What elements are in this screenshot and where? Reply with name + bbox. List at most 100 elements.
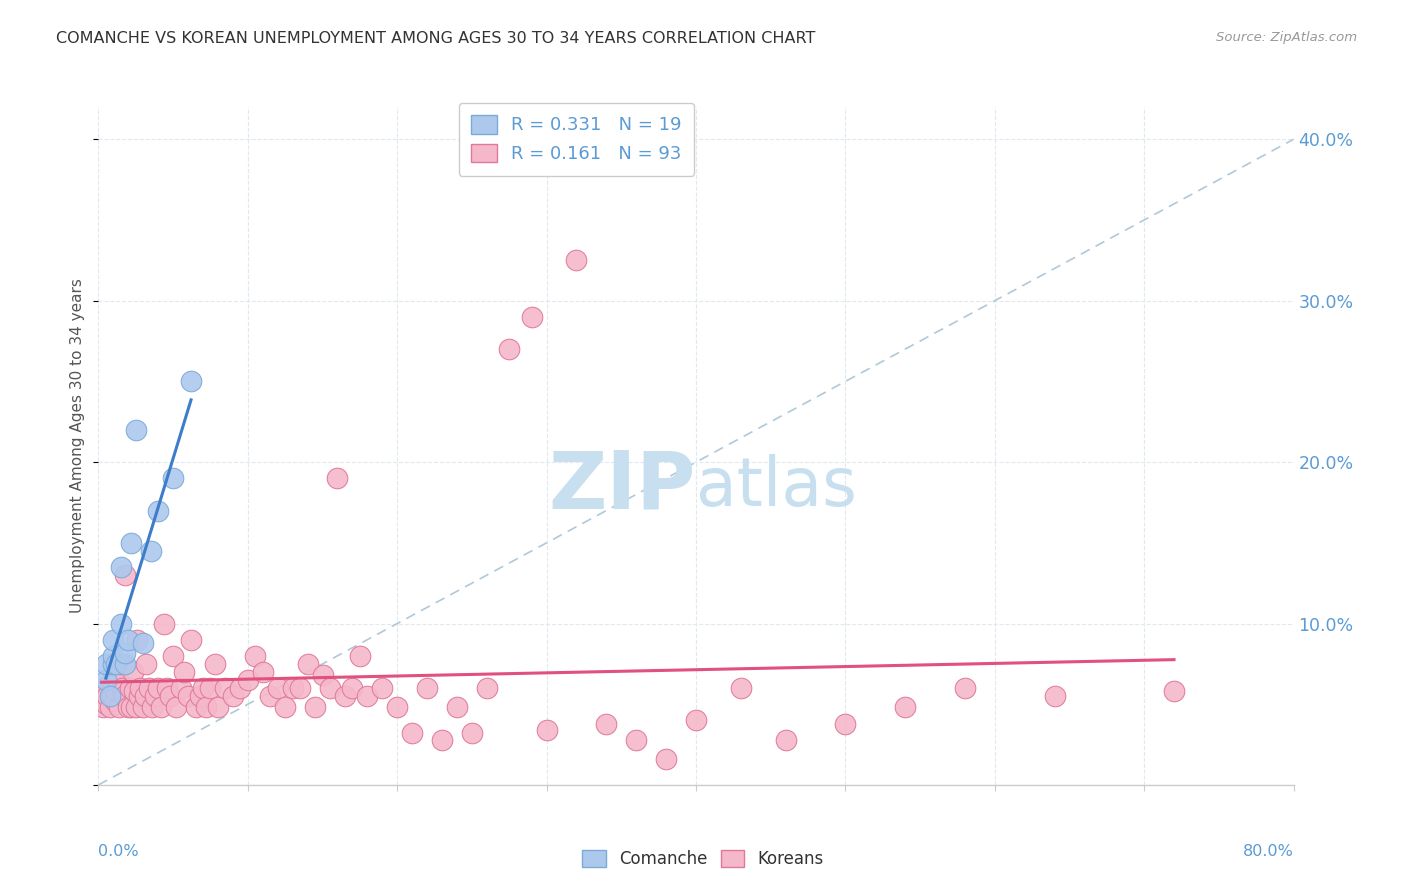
Point [162,648,184,663]
Point [953,681,976,695]
Point [565,253,588,268]
Point [333,689,356,703]
Point [475,681,498,695]
Point [132,636,155,650]
Point [111,681,134,695]
Point [595,716,617,731]
Point [98,700,122,714]
Point [91,700,114,714]
Point [103,657,125,671]
Point [184,700,207,714]
Point [94,698,117,712]
Point [98,689,122,703]
Point [101,689,124,703]
Point [169,681,191,695]
Point [520,310,543,324]
Point [153,616,176,631]
Point [536,723,558,737]
Point [304,700,326,714]
Point [342,681,364,695]
Point [105,657,128,671]
Point [112,689,135,703]
Point [103,632,125,647]
Point [103,648,125,663]
Point [195,700,218,714]
Point [110,560,132,574]
Point [162,471,184,485]
Point [134,689,156,703]
Point [105,684,128,698]
Text: ZIP: ZIP [548,448,696,525]
Point [96,689,118,703]
Point [385,700,409,714]
Point [128,689,150,703]
Point [127,632,149,647]
Point [730,681,752,695]
Point [274,700,297,714]
Point [138,681,160,695]
Point [103,681,125,695]
Point [94,673,117,687]
Point [401,726,423,740]
Point [156,681,179,695]
Text: 80.0%: 80.0% [1243,845,1294,859]
Point [685,714,707,728]
Point [252,665,274,679]
Point [626,732,648,747]
Point [108,700,131,714]
Point [326,471,349,485]
Point [110,616,132,631]
Point [173,665,195,679]
Point [180,375,202,389]
Point [204,657,226,671]
Text: 0.0%: 0.0% [98,845,139,859]
Point [1163,684,1185,698]
Point [498,342,520,356]
Point [125,423,148,437]
Point [165,700,187,714]
Point [430,732,453,747]
Legend: R = 0.331   N = 19, R = 0.161   N = 93: R = 0.331 N = 19, R = 0.161 N = 93 [458,103,695,176]
Point [118,681,141,695]
Point [461,726,484,740]
Point [297,657,319,671]
Point [245,648,267,663]
Point [200,681,222,695]
Text: COMANCHE VS KOREAN UNEMPLOYMENT AMONG AGES 30 TO 34 YEARS CORRELATION CHART: COMANCHE VS KOREAN UNEMPLOYMENT AMONG AG… [56,31,815,46]
Point [349,648,371,663]
Point [775,732,797,747]
Point [114,657,136,671]
Point [319,681,342,695]
Point [416,681,439,695]
Point [114,646,136,660]
Point [150,700,173,714]
Point [267,681,290,695]
Point [132,700,155,714]
Point [117,700,139,714]
Point [177,689,200,703]
Point [188,689,211,703]
Point [259,689,281,703]
Point [159,689,181,703]
Point [148,681,170,695]
Legend: Comanche, Koreans: Comanche, Koreans [575,843,831,875]
Text: atlas: atlas [696,454,856,520]
Point [120,536,142,550]
Point [222,689,245,703]
Point [180,632,202,647]
Point [94,657,117,671]
Point [834,716,856,731]
Point [107,673,129,687]
Point [139,544,162,558]
Point [236,673,259,687]
Point [143,689,166,703]
Point [229,681,252,695]
Point [148,503,170,517]
Point [103,665,125,679]
Point [214,681,236,695]
Point [110,657,132,671]
Point [1043,689,1066,703]
Point [356,689,378,703]
Point [104,694,127,708]
Point [117,632,139,647]
